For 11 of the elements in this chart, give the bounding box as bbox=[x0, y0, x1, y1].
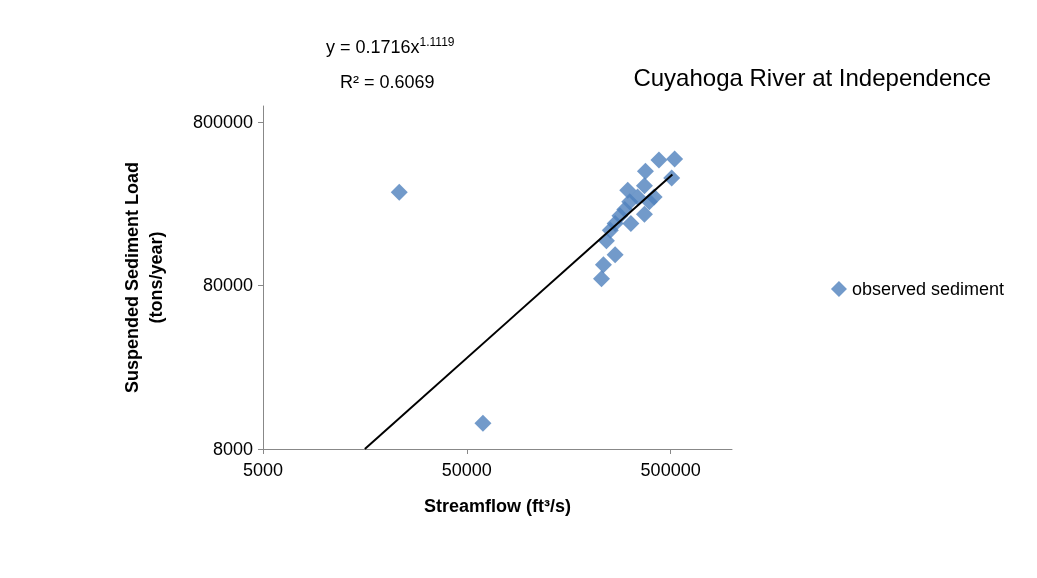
x-axis-title: Streamflow (ft³/s) bbox=[423, 496, 572, 516]
y-tick-label: 8000 bbox=[212, 439, 253, 459]
y-tick-label: 80000 bbox=[202, 275, 253, 296]
text: Cuyahoga River at Independence bbox=[633, 63, 992, 91]
x-tick-label: 50000 bbox=[441, 460, 492, 480]
x-tick-label: 500000 bbox=[640, 460, 701, 480]
text: R² = 0.6069 bbox=[340, 72, 435, 92]
y-axis-title: Suspended Sediment Load (tons/year) bbox=[122, 161, 166, 394]
x-tick-label: 5000 bbox=[242, 460, 284, 480]
legend-label: observed sediment bbox=[851, 279, 1005, 299]
y-tick-label: 800000 bbox=[192, 111, 253, 132]
